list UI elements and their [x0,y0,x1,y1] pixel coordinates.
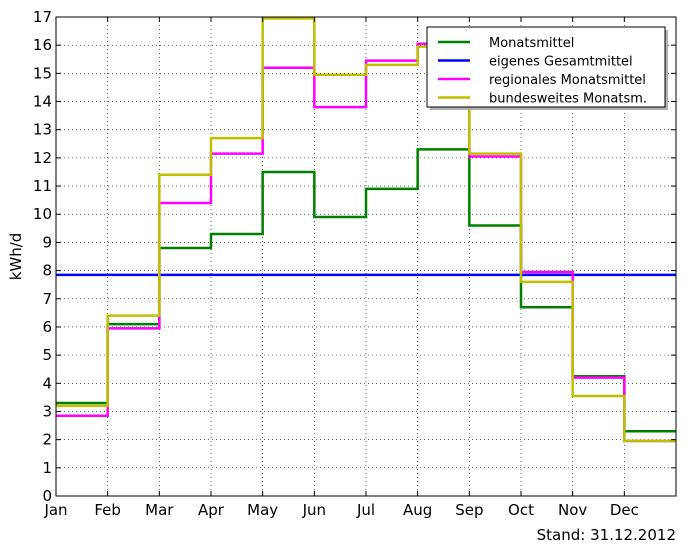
stand-date: Stand: 31.12.2012 [537,526,676,544]
y-tick-label: 16 [33,36,52,54]
series-line [56,17,676,443]
y-tick-label: 9 [42,233,52,251]
x-tick-label: Jul [356,501,375,519]
y-tick-label: 12 [33,149,52,167]
y-tick-label: 10 [33,205,52,223]
legend: Monatsmittel eigenes Gesamtmittel regional… [426,26,668,110]
x-tick-label: Aug [403,501,432,519]
x-axis-labels: Jan Feb Mar Apr May Jun Jul Aug Sep Oct Nov Dec [43,501,638,519]
y-tick-label: 14 [33,93,52,111]
y-tick-label: 8 [42,262,52,280]
legend-entry: regionales Monatsmittel [489,73,646,88]
legend-entry: bundesweites Monatsm. [489,92,647,107]
y-tick-label: 4 [42,374,52,392]
y-tick-label: 2 [42,431,52,449]
x-tick-label: Nov [558,501,587,519]
y-tick-label: 7 [42,290,52,308]
y-tick-label: 6 [42,318,52,336]
x-tick-label: Oct [508,501,534,519]
y-tick-label: 5 [42,346,52,364]
legend-entry: eigenes Gesamtmittel [489,55,633,70]
x-tick-label: Apr [198,501,225,519]
x-tick-label: May [247,501,278,519]
legend-box [426,26,666,108]
x-tick-label: Jun [302,501,326,519]
legend-entry: Monatsmittel [489,36,574,51]
x-tick-label: Mar [145,501,174,519]
y-tick-label: 1 [42,459,52,477]
y-tick-label: 3 [42,402,52,420]
y-tick-label: 0 [42,487,52,505]
y-tick-label: 15 [33,64,52,82]
y-tick-label: 11 [33,177,52,195]
series-lines [56,17,676,443]
x-tick-label: Jan [43,501,67,519]
x-tick-label: Feb [94,501,121,519]
y-axis-title: kWh/d [7,233,25,281]
x-tick-label: Dec [610,501,639,519]
x-tick-label: Sep [455,501,483,519]
axis-ticks [55,16,676,497]
y-tick-label: 17 [33,8,52,26]
y-tick-label: 13 [33,121,52,139]
